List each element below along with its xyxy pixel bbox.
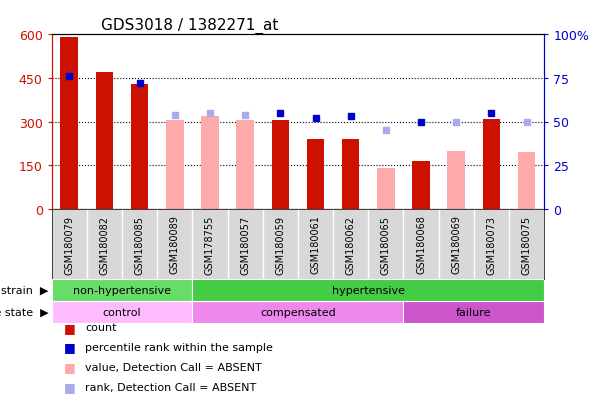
Text: non-hypertensive: non-hypertensive bbox=[73, 285, 171, 295]
Bar bbox=[483, 119, 500, 209]
Text: hypertensive: hypertensive bbox=[332, 285, 405, 295]
Bar bbox=[306, 140, 324, 209]
Text: GSM180082: GSM180082 bbox=[100, 215, 109, 274]
Text: GSM180068: GSM180068 bbox=[416, 215, 426, 274]
Text: GSM180061: GSM180061 bbox=[311, 215, 320, 274]
Bar bbox=[52, 279, 192, 301]
Bar bbox=[60, 38, 78, 209]
Bar bbox=[95, 73, 113, 209]
Text: GSM180065: GSM180065 bbox=[381, 215, 391, 274]
Bar bbox=[52, 301, 192, 323]
Text: GSM180073: GSM180073 bbox=[486, 215, 496, 274]
Bar bbox=[272, 121, 289, 209]
Text: ■: ■ bbox=[64, 341, 75, 354]
Text: GSM180059: GSM180059 bbox=[275, 215, 285, 274]
Text: GSM180075: GSM180075 bbox=[522, 215, 531, 274]
Bar bbox=[404, 301, 544, 323]
Text: GSM180062: GSM180062 bbox=[346, 215, 356, 274]
Text: ■: ■ bbox=[64, 361, 75, 373]
Text: strain  ▶: strain ▶ bbox=[1, 285, 49, 295]
Text: value, Detection Call = ABSENT: value, Detection Call = ABSENT bbox=[85, 362, 262, 372]
Text: GSM180085: GSM180085 bbox=[134, 215, 145, 274]
Bar bbox=[192, 279, 544, 301]
Text: GSM178755: GSM178755 bbox=[205, 215, 215, 274]
Bar bbox=[237, 121, 254, 209]
Text: disease state  ▶: disease state ▶ bbox=[0, 307, 49, 317]
Text: failure: failure bbox=[456, 307, 491, 317]
Bar bbox=[377, 169, 395, 209]
Text: control: control bbox=[103, 307, 141, 317]
Text: GSM180069: GSM180069 bbox=[451, 215, 461, 274]
Text: GSM180079: GSM180079 bbox=[64, 215, 74, 274]
Text: GSM180057: GSM180057 bbox=[240, 215, 250, 274]
Text: rank, Detection Call = ABSENT: rank, Detection Call = ABSENT bbox=[85, 382, 257, 392]
Text: GDS3018 / 1382271_at: GDS3018 / 1382271_at bbox=[101, 17, 278, 33]
Text: ■: ■ bbox=[64, 380, 75, 393]
Text: compensated: compensated bbox=[260, 307, 336, 317]
Text: percentile rank within the sample: percentile rank within the sample bbox=[85, 342, 273, 352]
Bar bbox=[131, 84, 148, 209]
Bar bbox=[166, 121, 184, 209]
Bar bbox=[518, 153, 536, 209]
Bar bbox=[342, 140, 359, 209]
Text: ■: ■ bbox=[64, 321, 75, 334]
Text: GSM180089: GSM180089 bbox=[170, 215, 180, 274]
Bar bbox=[201, 116, 219, 209]
Bar bbox=[192, 301, 404, 323]
Bar bbox=[412, 161, 430, 209]
Text: count: count bbox=[85, 323, 117, 332]
Bar bbox=[447, 151, 465, 209]
